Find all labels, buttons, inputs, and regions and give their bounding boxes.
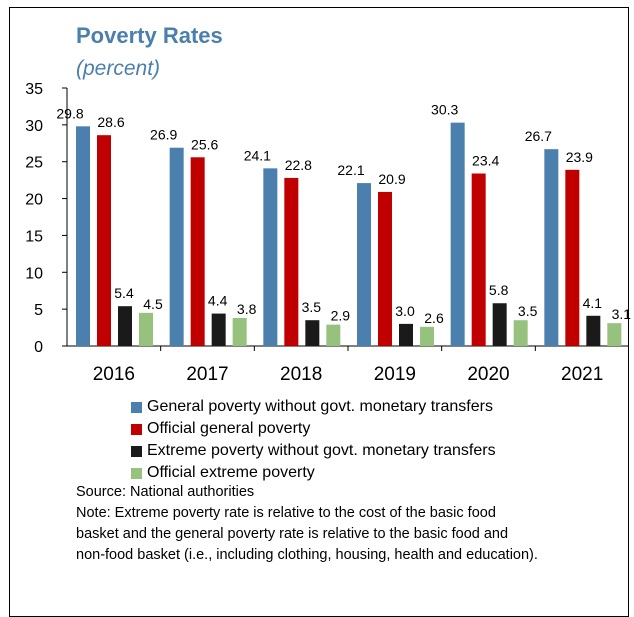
bar (190, 157, 205, 346)
data-label: 4.5 (143, 296, 163, 312)
data-label: 3.5 (518, 303, 538, 319)
legend-swatch (131, 401, 142, 413)
bar (544, 149, 559, 346)
legend-item: General poverty without govt. monetary t… (131, 396, 496, 418)
y-tick-label: 20 (25, 192, 43, 209)
bar (211, 313, 226, 346)
data-label: 24.1 (244, 147, 271, 163)
bar (450, 122, 465, 346)
data-label: 25.6 (191, 136, 218, 152)
bar (471, 173, 486, 346)
bar (263, 168, 278, 346)
x-category-label: 2017 (186, 364, 228, 385)
x-category-label: 2016 (93, 364, 135, 385)
source-text: Source: National authorities (76, 484, 255, 500)
data-label: 4.1 (583, 295, 603, 311)
data-label: 22.8 (285, 157, 312, 173)
data-label: 3.5 (302, 299, 322, 315)
data-label: 20.9 (378, 171, 405, 187)
data-label: 3.0 (395, 303, 415, 319)
bar (118, 306, 132, 346)
legend-item: Extreme poverty without govt. monetary t… (131, 440, 496, 462)
legend-label: Official general poverty (147, 420, 311, 437)
legend-label: Extreme poverty without govt. monetary t… (147, 442, 496, 459)
note-line-3: non-food basket (i.e., including clothin… (76, 547, 538, 563)
legend-item: Official general poverty (131, 418, 496, 440)
bar (169, 147, 184, 346)
bar (399, 323, 413, 346)
bar (305, 320, 320, 346)
legend-swatch (131, 423, 142, 435)
chart-legend: General poverty without govt. monetary t… (131, 396, 496, 484)
bar (378, 191, 392, 346)
y-tick-label: 35 (25, 81, 43, 98)
bar (97, 135, 111, 346)
data-label: 23.4 (472, 153, 499, 169)
y-tick-label: 15 (25, 228, 43, 245)
y-tick-label: 10 (25, 265, 43, 282)
bar (565, 169, 580, 346)
data-label: 4.4 (208, 293, 228, 309)
bar (492, 303, 507, 346)
legend-swatch (131, 467, 142, 479)
data-label: 30.3 (431, 102, 458, 118)
bar (607, 323, 622, 346)
bar (513, 320, 528, 346)
data-label: 23.9 (566, 149, 593, 165)
x-category-label: 2018 (280, 364, 322, 385)
data-label: 2.9 (331, 308, 351, 324)
bar (284, 177, 299, 346)
note-line-2: basket and the general poverty rate is r… (76, 526, 509, 542)
data-label: 5.8 (489, 282, 509, 298)
legend-label: General poverty without govt. monetary t… (147, 398, 493, 415)
bar (139, 312, 153, 346)
y-tick-label: 25 (25, 155, 43, 172)
bar (326, 324, 341, 346)
legend-swatch (131, 445, 142, 457)
chart-subtitle: (percent) (76, 57, 161, 80)
data-label: 26.9 (150, 127, 177, 143)
bar (586, 315, 601, 346)
data-label: 2.6 (424, 310, 444, 326)
y-tick-label: 5 (34, 302, 43, 319)
data-label: 5.4 (114, 285, 134, 301)
bar (357, 183, 371, 346)
legend-label: Official extreme poverty (147, 464, 315, 481)
data-label: 3.1 (612, 306, 632, 322)
y-tick-label: 0 (34, 339, 43, 356)
y-tick-label: 30 (25, 118, 43, 135)
data-label: 22.1 (337, 162, 364, 178)
legend-item: Official extreme poverty (131, 462, 496, 484)
x-category-label: 2021 (561, 364, 603, 385)
data-label: 29.8 (56, 105, 83, 121)
chart-notes: Source: National authorities Note: Extre… (76, 482, 621, 566)
data-label: 26.7 (525, 128, 552, 144)
bar (232, 317, 247, 346)
x-category-label: 2020 (467, 364, 509, 385)
x-category-label: 2019 (374, 364, 416, 385)
data-label: 28.6 (97, 114, 124, 130)
bar (76, 126, 90, 347)
bar-chart-plot: 0 5 10 15 20 25 30 35 29.8 28.6 5.4 4.5 2016 26.9 25.6… (25, 81, 632, 385)
bar (420, 326, 434, 346)
chart-title: Poverty Rates (76, 23, 223, 48)
data-label: 3.8 (237, 301, 257, 317)
note-line-1: Note: Extreme poverty rate is relative t… (76, 505, 496, 521)
